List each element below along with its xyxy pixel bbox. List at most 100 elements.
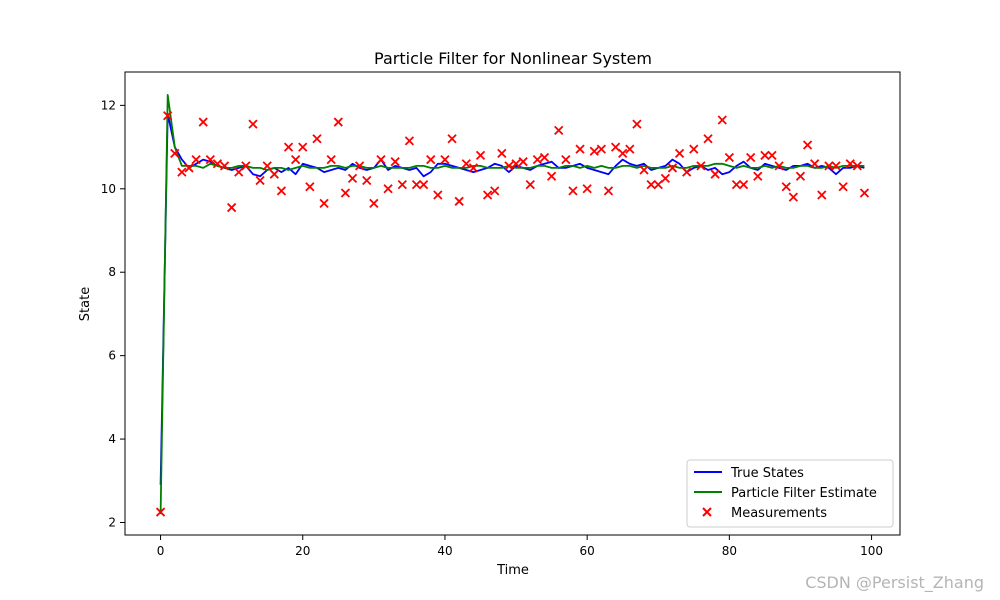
measurement-point (561, 154, 571, 165)
measurement-point (191, 154, 201, 165)
x-tick-label: 0 (157, 544, 165, 558)
chart-marks (155, 94, 870, 517)
measurement-point (596, 144, 607, 154)
measurement-point (817, 190, 827, 200)
measurement-point (354, 161, 365, 171)
legend-label-measurements: Measurements (731, 506, 827, 521)
measurement-point (227, 202, 237, 213)
measurement-point (177, 167, 187, 177)
measurement-point (397, 179, 407, 190)
legend-label-particle-filter-estimate: Particle Filter Estimate (731, 486, 877, 501)
measurement-point (525, 179, 535, 190)
measurement-point (241, 161, 251, 171)
measurement-point (824, 161, 834, 171)
x-axis-label: Time (496, 563, 529, 578)
measurement-point (497, 148, 507, 158)
measurement-point (753, 171, 763, 181)
measurement-point (703, 134, 713, 144)
measurement-point (212, 159, 223, 169)
measurement-point (291, 154, 301, 165)
legend-box (686, 459, 894, 528)
measurement-point (810, 159, 820, 169)
measurement-point (582, 184, 592, 194)
measurement-point (298, 142, 308, 152)
measurement-point (319, 198, 329, 209)
measurement-point (234, 167, 244, 177)
measurement-point (682, 167, 692, 177)
y-tick-label: 6 (108, 349, 116, 363)
measurement-point (418, 179, 429, 190)
x-tick-label: 40 (437, 544, 452, 558)
measurement-point (696, 161, 706, 171)
measurement-point (283, 142, 294, 152)
measurement-point (589, 146, 599, 156)
y-axis: 2 4 6 8 10 12 (101, 98, 125, 529)
measurement-point (845, 159, 855, 169)
measurement-point (774, 161, 784, 171)
measurement-point (646, 179, 656, 190)
x-tick-label: 100 (860, 544, 883, 558)
x-axis: 0 20 40 60 80 100 (157, 535, 883, 558)
measurement-point (632, 119, 642, 129)
measurement-point (184, 163, 194, 173)
measurement-point (746, 152, 756, 163)
y-tick-label: 12 (101, 98, 116, 112)
measurement-point (575, 144, 585, 154)
measurement-point (362, 175, 372, 186)
measurement-point (163, 111, 173, 121)
measurement-point (440, 154, 450, 165)
measurement-point (760, 150, 770, 161)
measurement-point (625, 144, 635, 154)
measurement-point (433, 190, 443, 200)
measurement-point (482, 190, 493, 200)
x-tick-label: 80 (722, 544, 737, 558)
measurement-point (610, 142, 621, 152)
measurement-point (781, 182, 791, 192)
measurement-point (603, 186, 614, 196)
legend-label-true-states: True States (730, 466, 804, 481)
measurement-point (454, 196, 464, 206)
measurement-point (170, 148, 180, 158)
measurement-point (674, 148, 685, 158)
measurement-point (468, 163, 479, 173)
measurement-point (305, 182, 315, 192)
measurement-point (426, 154, 436, 165)
measurement-point (312, 134, 322, 144)
measurement-point (461, 159, 471, 169)
measurement-point (475, 150, 486, 161)
measurement-point (738, 179, 749, 190)
measurement-point (710, 169, 720, 179)
measurement-point (205, 154, 215, 165)
measurement-point (788, 192, 798, 202)
measurement-point (369, 198, 379, 209)
measurement-point (653, 179, 663, 190)
measurement-point (198, 117, 208, 127)
measurement-point (618, 148, 628, 158)
measurement-point (731, 179, 742, 190)
measurement-point (269, 169, 279, 179)
measurement-point (859, 188, 870, 198)
measurement-point (554, 125, 564, 136)
series-line-particle-filter-estimate (159, 94, 865, 515)
measurement-point (276, 186, 287, 196)
measurement-point (383, 184, 393, 194)
measurement-point (333, 117, 343, 127)
measurement-point (518, 157, 528, 167)
y-tick-label: 10 (101, 182, 116, 196)
measurement-point (155, 507, 166, 517)
measurement-point (802, 140, 813, 150)
measurement-point (376, 154, 386, 165)
measurement-point (717, 115, 727, 125)
legend: True States Particle Filter Estimate Mea… (686, 459, 894, 528)
measurement-point (504, 161, 514, 171)
measurement-point (255, 175, 265, 186)
measurement-point (831, 161, 841, 171)
measurement-point (347, 173, 358, 184)
measurement-point (689, 144, 699, 154)
axes-frame (124, 71, 901, 536)
measurement-point (511, 159, 521, 169)
measurement-point (852, 161, 862, 171)
measurement-point (568, 186, 578, 196)
measurement-point (219, 161, 230, 171)
